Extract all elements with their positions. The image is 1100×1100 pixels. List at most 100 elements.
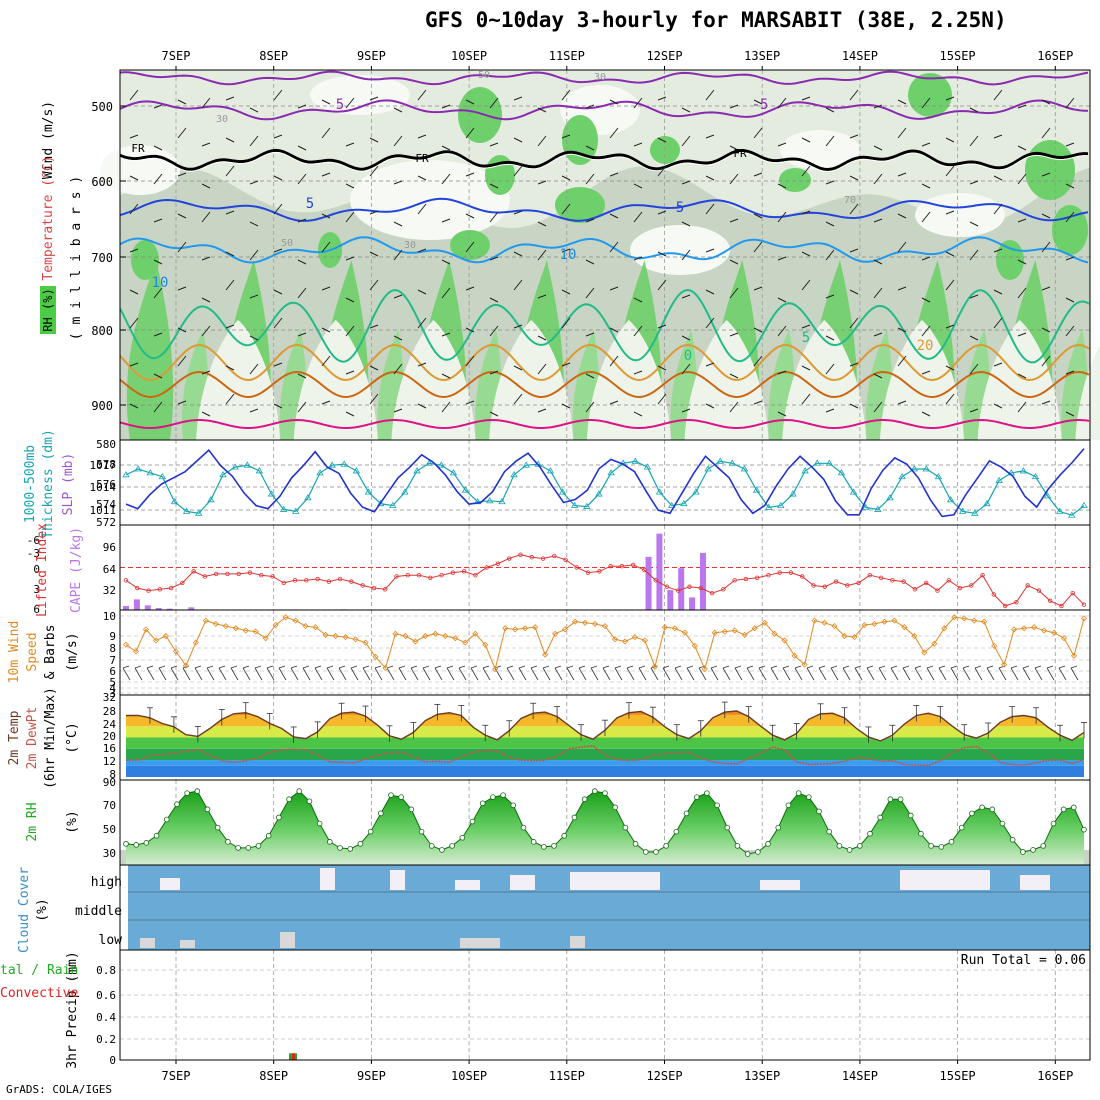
wind-speed-point (591, 620, 599, 627)
wind-barb (537, 249, 547, 261)
thickness-point (825, 459, 834, 466)
wind-barb (734, 665, 742, 669)
wind-barb (681, 249, 691, 261)
li-point (236, 571, 241, 577)
wind-barb (242, 665, 250, 669)
wind-barb (1058, 667, 1067, 681)
rh-point (123, 841, 129, 847)
rh-point (693, 794, 700, 800)
wind-barb (537, 221, 547, 227)
wind-barb (777, 183, 787, 189)
wind-barb (753, 241, 763, 253)
wind-speed-point (172, 648, 179, 655)
panel-frame (119, 949, 1091, 1061)
cloud-low-block (460, 938, 500, 948)
date-label-top: 14SEP (842, 49, 878, 63)
wind-barb (585, 287, 595, 299)
wind-barb (470, 667, 479, 681)
temp-contour-5 (119, 197, 1089, 222)
wind-barb (242, 667, 251, 681)
wind-barb (825, 294, 835, 299)
li-point (157, 587, 163, 592)
run-total-label: Run Total = 0.06 (961, 953, 1086, 968)
li-point (168, 585, 174, 591)
temp-contour-minus5 (119, 99, 1088, 121)
wind-barb (945, 210, 955, 215)
wind-barb (561, 317, 571, 329)
li-point (698, 585, 703, 591)
wind-barb (657, 365, 667, 371)
wind-speed-point (402, 632, 409, 640)
wind-barb (590, 667, 599, 681)
thickness-point (522, 461, 530, 468)
thickness-point (631, 457, 640, 464)
temp-tick: 20 (103, 730, 116, 743)
wind-speed-point (851, 634, 858, 641)
li-point (822, 584, 827, 589)
wind-barb (393, 408, 403, 413)
precip-tick: 0.8 (96, 964, 116, 977)
li-point (777, 570, 782, 575)
thickness-point (292, 507, 300, 514)
wind-speed-point (342, 634, 349, 641)
wind-barb (266, 665, 274, 669)
wind-barb (1017, 218, 1027, 223)
thickness-point (498, 497, 506, 505)
rh-point (306, 798, 313, 805)
wind-barb (530, 665, 538, 669)
wind-barb (825, 249, 835, 261)
ylabel-wind: Wind (m/s) (41, 101, 56, 179)
wind-barb (633, 183, 643, 189)
wind-barb (1017, 373, 1027, 379)
wind-barb (1010, 665, 1018, 669)
rh-point (377, 810, 384, 817)
wind-barb (441, 287, 451, 299)
wind-barb (657, 137, 667, 143)
wind-barb (866, 667, 875, 681)
thickness-point (898, 472, 906, 480)
ylabel-millibars: ( m i l l i b a r s ) (69, 176, 84, 340)
date-label-top: 7SEP (162, 49, 191, 63)
rh-point (592, 788, 598, 794)
wind-barb (302, 665, 310, 669)
wind-barb (993, 317, 1003, 329)
temp-tick: 8 (109, 768, 116, 781)
wind-barb (410, 665, 418, 669)
ytick-label: 800 (91, 324, 113, 338)
rh-point (704, 790, 710, 796)
wind-barb (254, 665, 262, 669)
wind-barb (729, 373, 739, 379)
wind-barb (705, 317, 715, 329)
wind-barb (969, 335, 979, 341)
wind-barb (321, 286, 331, 291)
rh-point (561, 832, 568, 839)
ylabel-slp: SLP (mb) (61, 453, 76, 516)
wind-speed-point (542, 651, 549, 658)
wind-barb (914, 665, 922, 669)
wind-barb (1034, 665, 1042, 669)
rh-point (877, 814, 883, 821)
wind-barb (681, 294, 691, 299)
wind-barb (177, 99, 187, 105)
li-point (800, 574, 805, 579)
wind-barb (278, 667, 287, 681)
rh-point (826, 828, 833, 835)
wind-barb (266, 667, 275, 681)
wind-barb (290, 665, 298, 669)
thickness-point (122, 471, 130, 478)
wind-barb (705, 89, 715, 101)
wind-barb (729, 104, 739, 109)
wind-barb (470, 665, 478, 669)
wind-barb (489, 183, 499, 189)
wind-barb (326, 667, 335, 681)
wind-speed-point (991, 642, 998, 649)
thickness-point (1080, 501, 1088, 508)
wind-barb (626, 665, 634, 669)
wind-barb (369, 137, 379, 143)
wind-barb (513, 279, 523, 291)
li-point (608, 564, 613, 569)
wind-barb (129, 248, 139, 253)
wind-barb (1017, 145, 1027, 151)
wind-barb (633, 97, 643, 109)
cloud-low-block (180, 940, 195, 948)
